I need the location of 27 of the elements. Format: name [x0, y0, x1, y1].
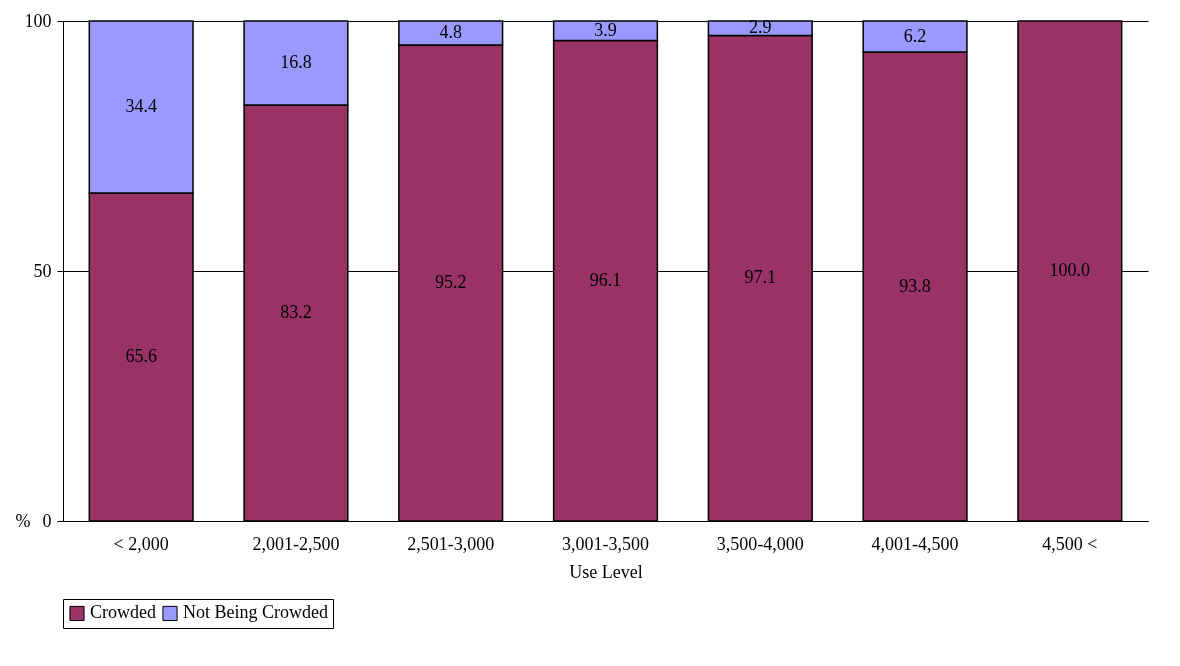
data-label: 97.1 [744, 267, 777, 288]
x-tick-label: 4,500 < [1042, 533, 1098, 554]
data-label: 34.4 [125, 96, 157, 116]
x-tick-label: 4,001-4,500 [871, 533, 959, 554]
data-label: 4.8 [439, 22, 462, 42]
data-label: 6.2 [903, 25, 927, 46]
x-axis-title: Use Level [569, 561, 643, 582]
x-tick-label: 2,501-3,000 [407, 533, 495, 554]
data-label: 100.0 [1049, 260, 1091, 280]
data-label: 83.2 [280, 302, 312, 322]
data-label: 95.2 [434, 272, 467, 292]
data-label: 93.8 [899, 275, 931, 296]
x-tick-label: < 2,000 [113, 533, 169, 554]
data-label: 3.9 [594, 19, 617, 40]
y-axis-title: % [15, 510, 31, 531]
data-label: 2.9 [749, 17, 772, 38]
data-label: 96.1 [589, 269, 622, 290]
x-tick-label: 2,001-2,500 [252, 533, 340, 554]
x-tick-label: 3,001-3,500 [562, 533, 649, 554]
x-tick-label: 3,500-4,000 [716, 533, 804, 554]
legend-label: Not Being Crowded [183, 602, 328, 623]
y-tick-label: 100 [24, 10, 52, 31]
y-tick-label: 50 [33, 260, 52, 281]
legend-label: Crowded [90, 602, 156, 623]
data-label: 16.8 [280, 52, 312, 72]
y-tick-label: 0 [42, 510, 52, 531]
data-label: 65.6 [125, 346, 157, 366]
